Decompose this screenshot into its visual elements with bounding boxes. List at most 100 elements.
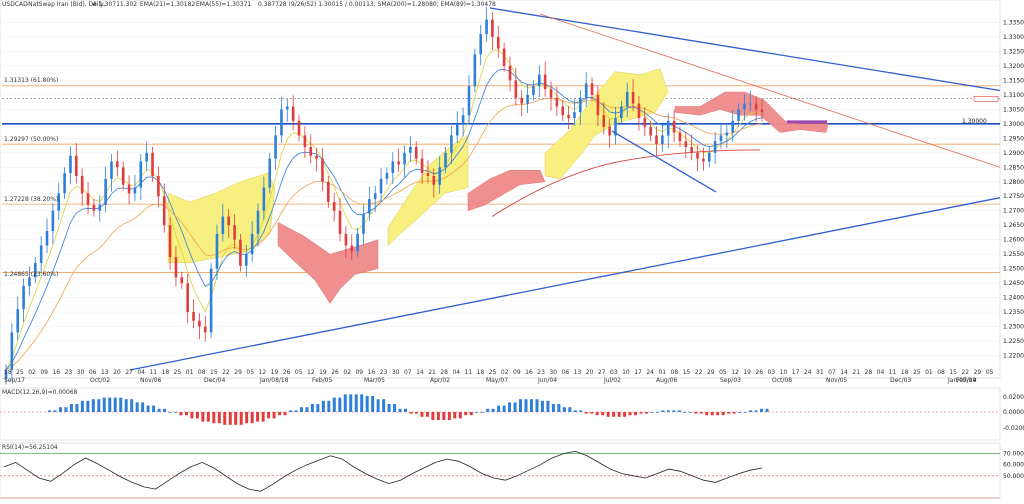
macd-bar <box>738 412 742 413</box>
x-day-tick: 08 <box>671 369 679 376</box>
cloud-2 <box>387 134 469 247</box>
macd-bar <box>612 412 616 417</box>
candle-body <box>297 120 301 136</box>
x-day-tick: 11 <box>149 369 157 376</box>
x-month-tick: Nov/06 <box>140 377 162 384</box>
fib-label-4: 1.24865 (23.60%) <box>4 271 58 278</box>
candle-body <box>514 80 518 98</box>
candle-body <box>286 106 289 110</box>
candle-body <box>45 230 49 246</box>
macd-bar <box>727 412 731 414</box>
x-day-tick: 25 <box>489 369 497 376</box>
macd-bar <box>360 394 364 412</box>
y-tick-label: 1.31500 <box>1003 77 1024 84</box>
candle-body <box>743 103 746 110</box>
candle-body <box>643 118 647 127</box>
support-trendline <box>129 197 1001 371</box>
macd-bar <box>393 404 397 412</box>
current-price-box <box>973 96 999 102</box>
macd-bar <box>425 412 429 417</box>
candle-body <box>690 147 693 153</box>
candle-body <box>485 19 488 35</box>
macd-bar <box>245 412 249 424</box>
x-day-tick: 21 <box>852 369 860 376</box>
macd-bar <box>152 405 156 412</box>
macd-panel <box>0 387 1001 441</box>
x-day-tick: 23 <box>65 369 73 376</box>
x-day-tick: 16 <box>525 369 533 376</box>
header-price-info: # 1.30711.302 <box>92 1 137 8</box>
y-tick-label: 1.29000 <box>1003 150 1024 157</box>
candle-body <box>75 155 78 176</box>
macd-bar <box>568 407 572 412</box>
candle-body <box>69 155 72 174</box>
x-day-tick: 19 <box>743 369 751 376</box>
candle-body <box>139 161 143 188</box>
cloud-4 <box>544 68 669 180</box>
macd-bar <box>529 399 533 412</box>
candle-body <box>250 233 254 255</box>
macd-bar <box>382 399 386 412</box>
macd-bar <box>223 412 227 425</box>
candle-body <box>121 167 125 185</box>
macd-bar <box>261 412 265 422</box>
y-tick-label: 1.30500 <box>1003 106 1024 113</box>
candle-body <box>350 245 354 252</box>
y-tick-label: 1.29500 <box>1003 135 1024 142</box>
x-day-tick: 19 <box>271 369 279 376</box>
x-day-tick: 28 <box>440 369 448 376</box>
y-tick-label: 1.22000 <box>1003 353 1024 360</box>
x-day-tick: 18 <box>4 369 12 376</box>
macd-bar <box>299 407 303 412</box>
macd-bar <box>469 412 473 416</box>
macd-bar <box>124 399 128 412</box>
candle-body <box>80 175 84 194</box>
candle-body <box>239 239 242 266</box>
macd-bar <box>584 412 588 414</box>
sma-long-line <box>491 149 761 217</box>
candle-body <box>168 225 172 258</box>
candle-body <box>561 106 565 116</box>
macd-bar <box>234 412 238 425</box>
candle-body <box>754 103 758 110</box>
x-day-tick: 29 <box>974 369 982 376</box>
macd-bar <box>486 408 490 412</box>
candle-body <box>379 178 383 194</box>
moving-averages <box>5 49 763 371</box>
macd-bar <box>217 412 221 424</box>
candle-body <box>702 158 705 162</box>
candle-body <box>625 91 629 107</box>
macd-bar <box>338 397 342 412</box>
candle-body <box>432 175 436 185</box>
candle-body <box>608 126 611 136</box>
x-day-tick: 11 <box>465 369 473 376</box>
candle-body <box>203 326 207 333</box>
macd-bar <box>69 404 73 412</box>
macd-bar <box>519 399 523 412</box>
candle-body <box>678 132 682 142</box>
candle-body <box>555 97 559 107</box>
macd-bar <box>540 400 544 412</box>
candle-body <box>4 370 8 379</box>
y-tick-label: 1.28000 <box>1003 179 1024 186</box>
candle-body <box>145 152 148 162</box>
macd-bar <box>80 400 84 412</box>
x-day-tick: 20 <box>586 369 594 376</box>
macd-bar <box>184 412 188 416</box>
candle-body <box>151 152 154 176</box>
candle-body <box>303 135 307 148</box>
macd-bar <box>190 412 194 419</box>
candle-body <box>532 86 535 95</box>
macd-bar <box>666 410 670 412</box>
x-month-tick: Feb/04 <box>956 377 976 384</box>
candle-body <box>637 103 641 119</box>
x-day-tick: 30 <box>77 369 85 376</box>
x-day-tick: 22 <box>695 369 703 376</box>
x-day-tick: 12 <box>259 369 267 376</box>
macd-bar <box>316 404 320 412</box>
x-month-tick: Apr/02 <box>430 377 450 384</box>
x-day-tick: 24 <box>646 369 654 376</box>
candle-body <box>174 257 178 278</box>
candle-body <box>620 106 623 119</box>
